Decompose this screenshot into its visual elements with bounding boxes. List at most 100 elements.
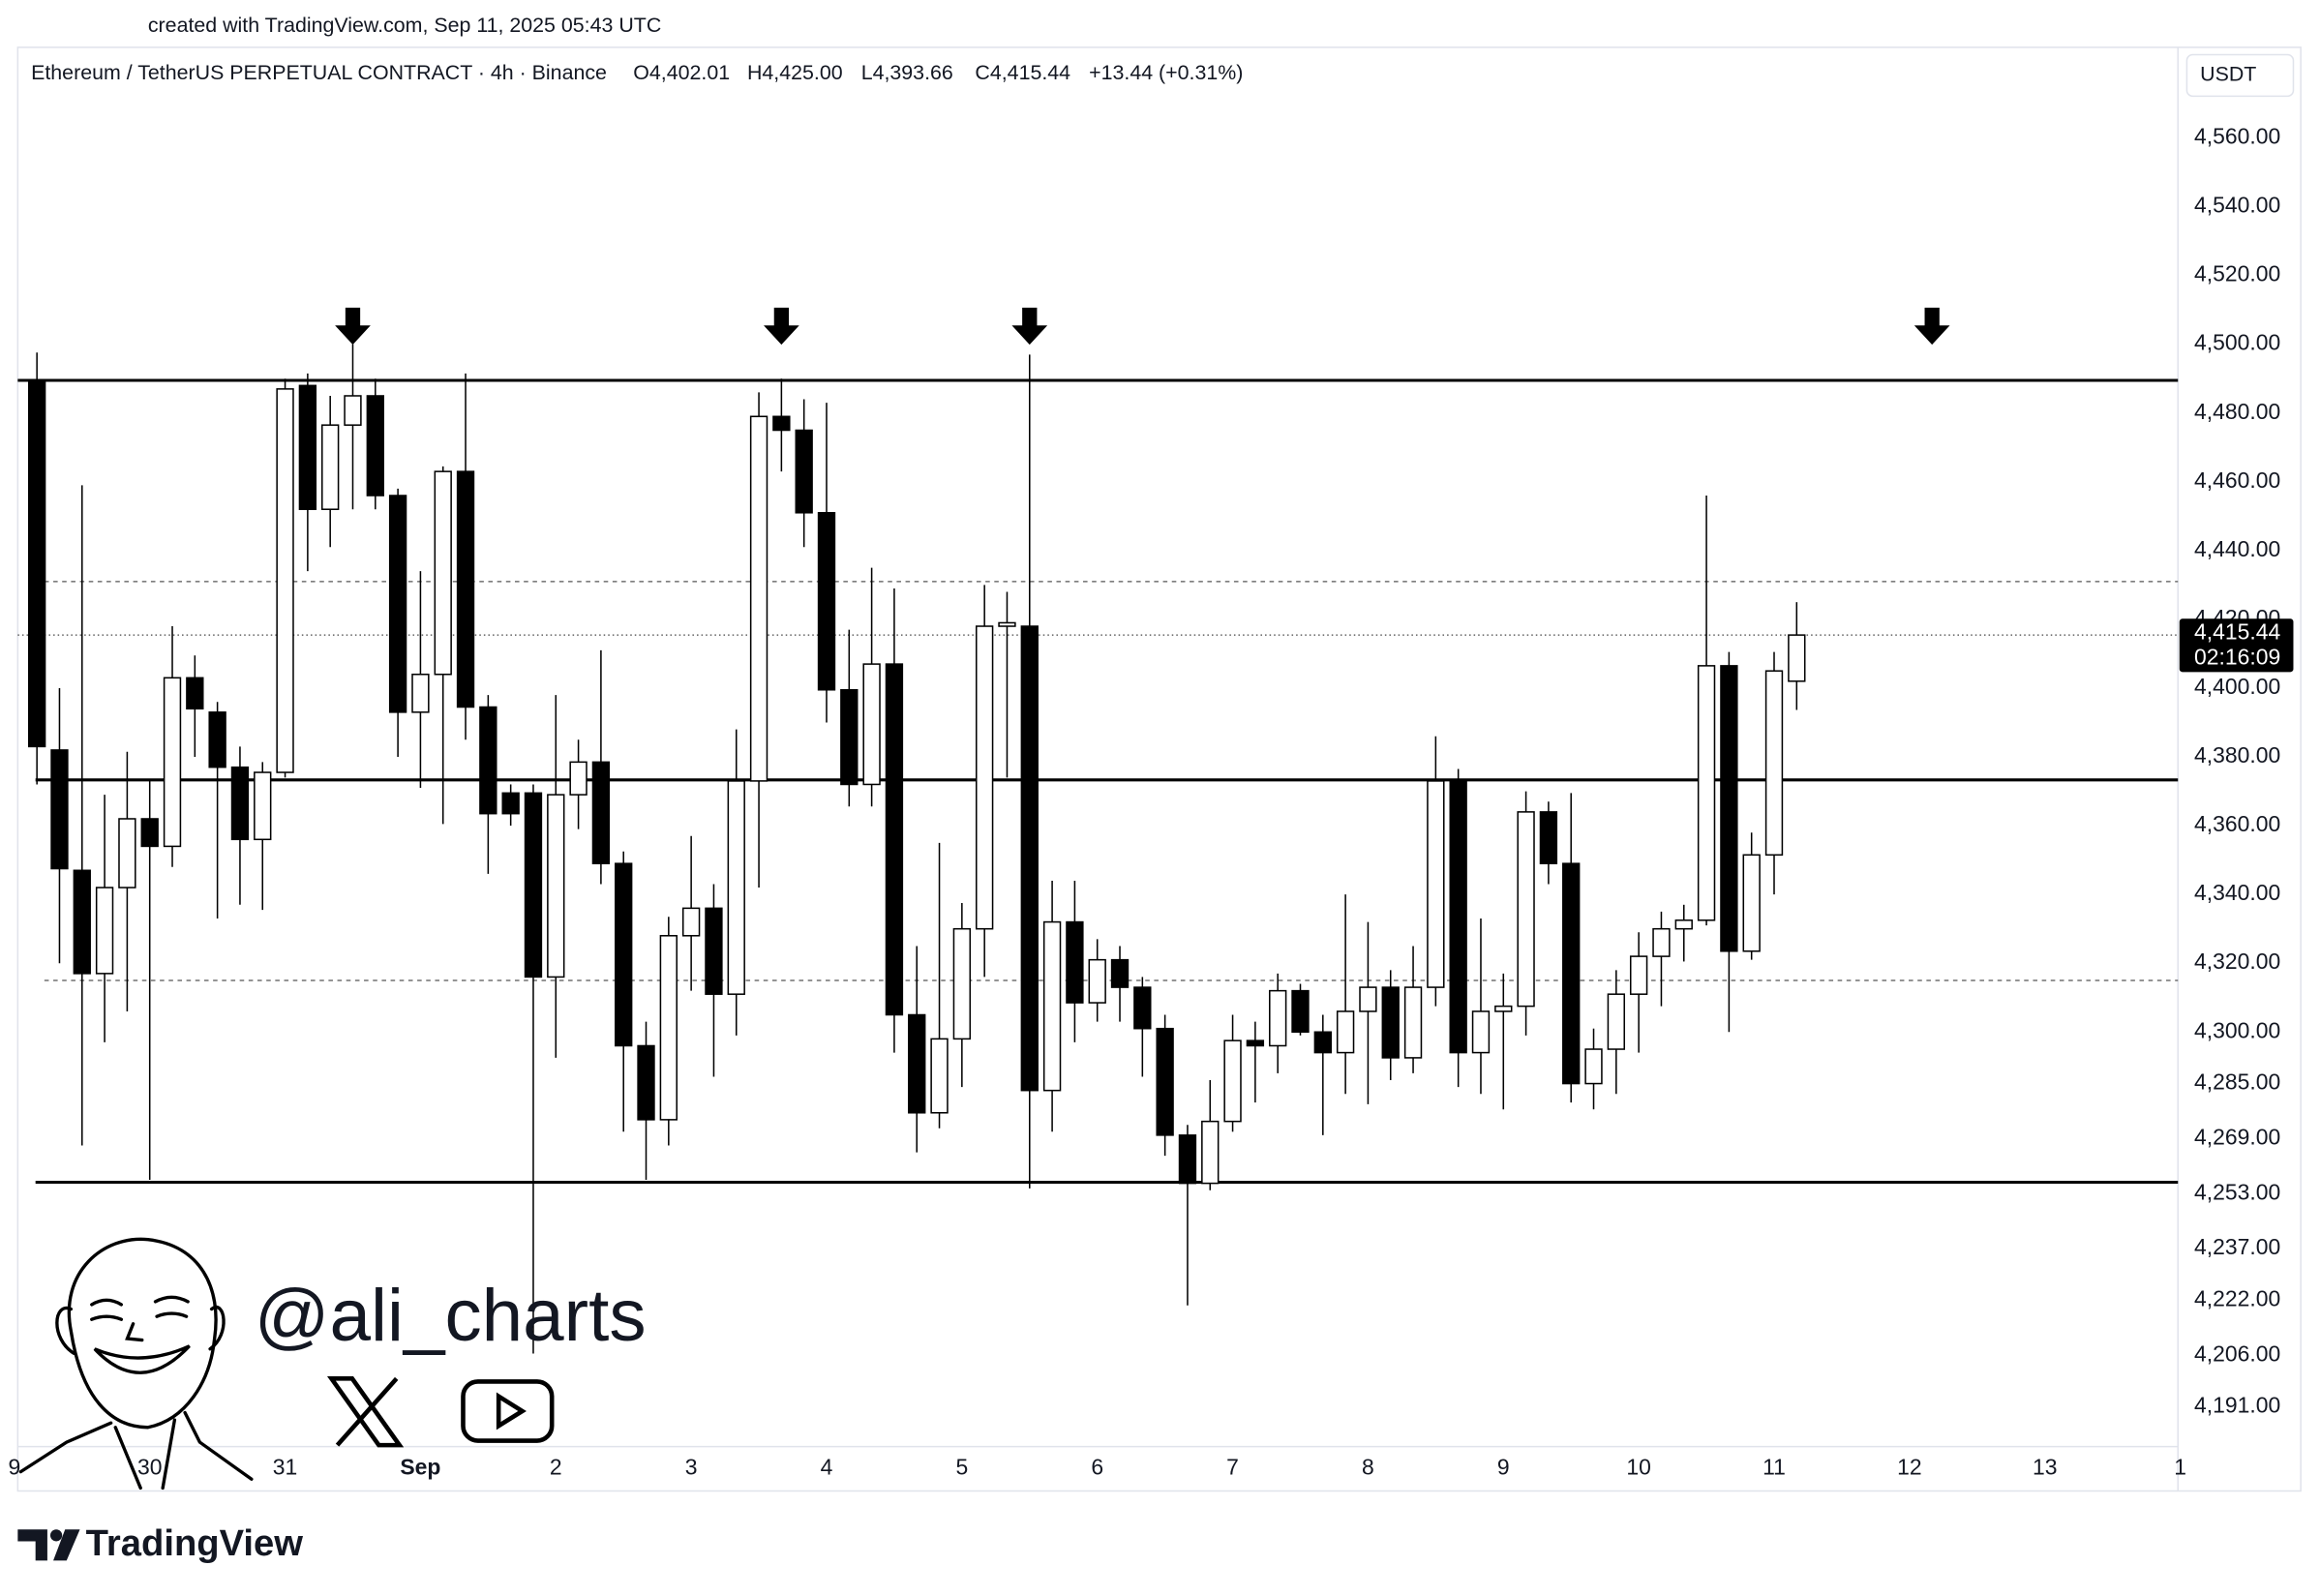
legend-change: +13.44 (+0.31%) (1089, 61, 1243, 84)
candle-body (1471, 1010, 1491, 1054)
x-tick-label: 1 (2174, 1455, 2186, 1480)
watermark: @ali_charts (255, 1275, 647, 1357)
candle-body (1607, 993, 1626, 1050)
y-tick-label: 4,237.00 (2194, 1234, 2280, 1259)
candle-body (1088, 958, 1106, 1004)
x-tick-label: 7 (1226, 1455, 1239, 1480)
candle-body (975, 625, 994, 930)
legend-high: H4,425.00 (747, 61, 843, 84)
symbol: Ethereum / TetherUS PERPETUAL CONTRACT ·… (31, 61, 607, 84)
price-tag (2179, 618, 2294, 673)
candle-body (772, 415, 791, 432)
created-note: created with TradingView.com, Sep 11, 20… (148, 14, 661, 37)
x-tick-label: 10 (1626, 1455, 1650, 1480)
candle-body (998, 621, 1016, 627)
candle-body (388, 495, 407, 713)
candle-body (1494, 1005, 1513, 1012)
youtube-icon[interactable] (461, 1379, 555, 1443)
y-tick-label: 4,253.00 (2194, 1179, 2280, 1204)
candle-body (501, 792, 520, 815)
y-tick-label: 4,285.00 (2194, 1069, 2280, 1095)
candle-body (637, 1044, 655, 1121)
y-tick-label: 4,380.00 (2194, 742, 2280, 768)
candle-body (366, 395, 384, 497)
y-tick-label: 4,400.00 (2194, 674, 2280, 699)
y-tick-label: 4,191.00 (2194, 1393, 2280, 1418)
y-tick-label: 4,500.00 (2194, 330, 2280, 355)
candle-body (885, 663, 904, 1016)
candle-body (434, 470, 452, 676)
candle-body (276, 388, 294, 773)
y-tick-label: 4,320.00 (2194, 949, 2280, 974)
candle-body (840, 688, 859, 786)
candle-body (569, 761, 588, 796)
x-tick-label: 6 (1091, 1455, 1103, 1480)
candle-body (1652, 927, 1671, 957)
candle-body (1674, 919, 1693, 930)
y-tick-label: 4,560.00 (2194, 124, 2280, 149)
candle-body (1223, 1039, 1242, 1123)
candle-body (208, 711, 226, 768)
candle-body (95, 887, 114, 975)
x-tick-label: 4 (821, 1455, 833, 1480)
x-tick-label: 9 (1497, 1455, 1510, 1480)
price-tag-label: 4,415.44 (2194, 619, 2280, 645)
candle-body (254, 771, 272, 841)
x-tick-label: Sep (400, 1455, 440, 1480)
candle-body (73, 869, 91, 975)
candle-body (163, 677, 182, 848)
y-tick-label: 4,340.00 (2194, 880, 2280, 905)
candle-body (1178, 1134, 1197, 1185)
candle-body (298, 384, 317, 510)
x-tick-label: 31 (273, 1455, 297, 1480)
candle-body (1427, 780, 1445, 988)
candle-body (321, 424, 340, 510)
candle-body (1269, 989, 1287, 1047)
candle-body (908, 1013, 926, 1114)
x-tick-label: 11 (1763, 1455, 1786, 1480)
chart-frame (16, 46, 2302, 1492)
x-tick-label: 8 (1362, 1455, 1374, 1480)
candle-body (1381, 986, 1400, 1059)
candle-body (705, 907, 723, 995)
candle-body (411, 674, 430, 713)
y-tick-label: 4,360.00 (2194, 811, 2280, 836)
x-tick-label: 13 (2033, 1455, 2057, 1480)
candle-body (230, 766, 250, 841)
candle-body (1291, 989, 1310, 1034)
candle-body (930, 1038, 949, 1114)
y-tick-label: 4,206.00 (2194, 1340, 2280, 1366)
x-icon[interactable] (326, 1376, 405, 1448)
candle-body (1313, 1031, 1332, 1054)
brand-name: TradingView (86, 1522, 304, 1564)
y-tick-label: 4,300.00 (2194, 1017, 2280, 1042)
candle-body (1449, 780, 1467, 1054)
candle-body (1584, 1048, 1603, 1085)
candle-body (1764, 670, 1784, 857)
y-tick-label: 4,440.00 (2194, 536, 2280, 561)
candle-body (1517, 811, 1535, 1008)
candle-body (1629, 955, 1648, 995)
candle-body (1042, 920, 1062, 1092)
arrow (335, 307, 371, 346)
candle-body (749, 415, 768, 782)
currency-box[interactable] (2185, 53, 2295, 98)
countdown: 02:16:09 (2194, 645, 2280, 670)
y-tick-label: 4,269.00 (2194, 1124, 2280, 1149)
candle-body (1562, 862, 1581, 1085)
candle-body (862, 663, 881, 786)
x-tick-label: 5 (955, 1455, 968, 1480)
x-tick-label: 12 (1897, 1455, 1921, 1480)
candle-body (591, 761, 611, 864)
arrow (1011, 307, 1048, 346)
legend-low: L4,393.66 (861, 61, 953, 84)
candle-body (479, 706, 497, 815)
legend-open: O4,402.01 (633, 61, 730, 84)
candle-body (1020, 625, 1039, 1092)
y-tick-label: 4,520.00 (2194, 261, 2280, 286)
candle-body (1336, 1010, 1355, 1054)
candle-body (1156, 1027, 1174, 1136)
avatar (18, 1237, 254, 1491)
x-tick-label: 30 (137, 1455, 162, 1480)
